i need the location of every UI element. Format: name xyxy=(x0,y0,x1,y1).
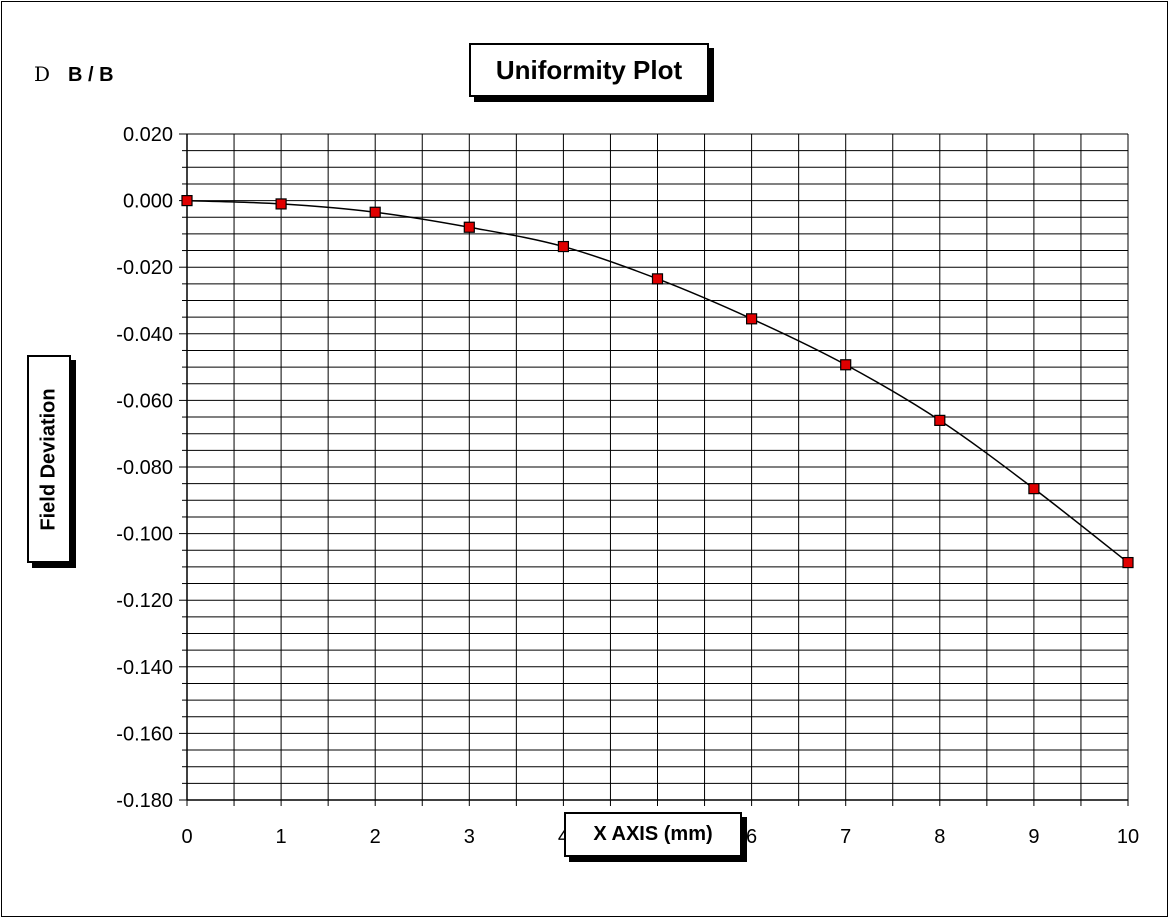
data-point xyxy=(463,221,475,233)
data-point xyxy=(275,198,287,210)
y-tick-label: -0.140 xyxy=(116,657,173,679)
x-tick-label: 0 xyxy=(181,826,192,848)
y-tick-label: -0.040 xyxy=(116,324,173,346)
grid xyxy=(186,133,1129,801)
y-tick-labels: 0.020 0.000 -0.020 -0.040 -0.060 -0.080 -0.100… xyxy=(116,124,173,812)
data-point xyxy=(557,240,570,253)
x-tick-label: 10 xyxy=(1117,826,1139,848)
delta-symbol: D xyxy=(34,62,51,86)
x-tick-label: 4 xyxy=(558,826,569,848)
x-tick-label: 2 xyxy=(370,826,381,848)
data-point xyxy=(1122,556,1134,569)
y-axis-label-box: Field Deviation xyxy=(27,355,71,563)
y-tick-label: -0.100 xyxy=(116,524,173,546)
chart-title: Uniformity Plot xyxy=(469,43,709,97)
data-point xyxy=(745,313,758,325)
data-point xyxy=(369,206,381,218)
data-markers xyxy=(181,195,1134,569)
x-tick-label: 9 xyxy=(1028,826,1039,848)
y-tick-label: -0.120 xyxy=(116,590,173,612)
y-tick-label: -0.060 xyxy=(116,390,173,412)
x-tick-label: 8 xyxy=(934,826,945,848)
y-tick-label: -0.160 xyxy=(116,723,173,745)
y-tick-label: -0.020 xyxy=(116,257,173,279)
y-tick-label: -0.080 xyxy=(116,457,173,479)
x-axis-label: X AXIS (mm) xyxy=(564,812,742,857)
data-point xyxy=(651,273,664,285)
data-point xyxy=(840,359,852,371)
data-point xyxy=(1028,483,1040,495)
corner-label-text: B / B xyxy=(68,64,114,86)
series-line xyxy=(186,199,1129,564)
x-tick-label: 7 xyxy=(840,826,851,848)
axes xyxy=(179,133,1129,806)
y-tick-label: 0.000 xyxy=(123,191,173,213)
y-axis-label: Field Deviation xyxy=(37,387,60,531)
y-tick-label: -0.180 xyxy=(116,790,173,812)
data-point xyxy=(181,195,193,207)
y-tick-label: 0.020 xyxy=(123,124,173,146)
x-tick-label: 3 xyxy=(464,826,475,848)
x-tick-label: 1 xyxy=(276,826,287,848)
corner-label: D B / B xyxy=(34,62,114,87)
data-point xyxy=(934,414,946,426)
x-tick-label: 6 xyxy=(746,826,757,848)
